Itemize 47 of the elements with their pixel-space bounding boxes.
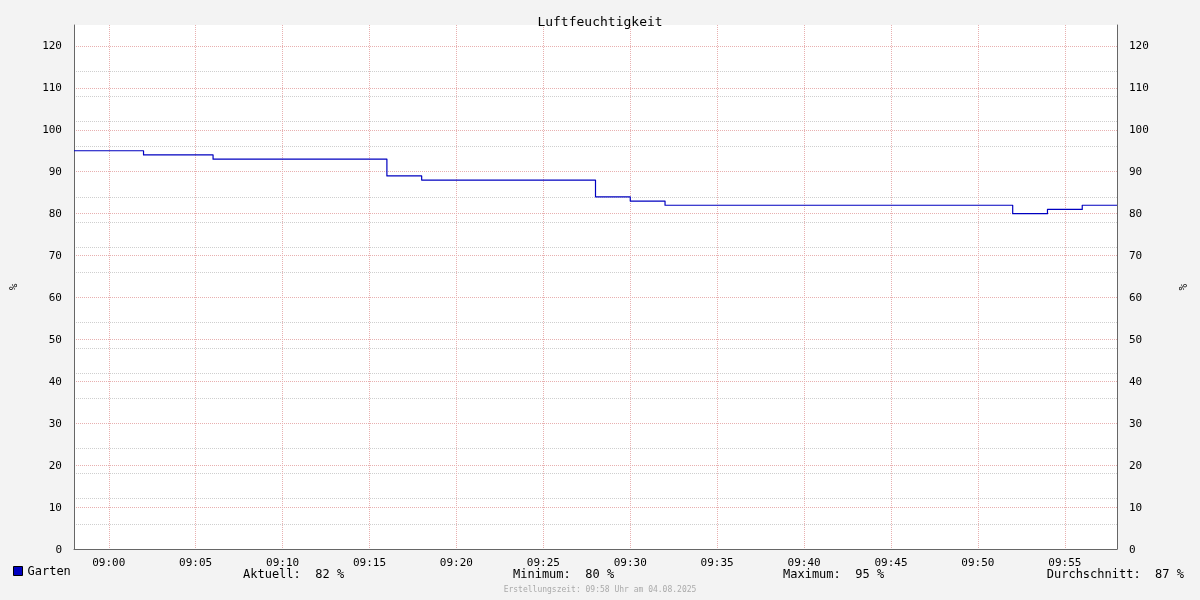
y2-tick-label: 60 [1129, 290, 1143, 304]
y-tick-label: 30 [48, 416, 62, 430]
y-tick-label: 60 [48, 290, 62, 304]
y-tick-label: 110 [42, 81, 62, 95]
y2-tick-label: 20 [1129, 458, 1143, 472]
x-tick-label: 09:25 [526, 556, 560, 569]
x-tick-label: 09:45 [874, 556, 908, 569]
y2-tick-label: 120 [1129, 39, 1149, 53]
y2-tick-label: 30 [1129, 416, 1143, 430]
y-tick-label: 120 [42, 39, 62, 53]
y2-tick-label: 50 [1129, 332, 1143, 346]
x-tick-label: 09:55 [1048, 556, 1082, 569]
text: Minimum: 80 % [513, 567, 615, 581]
y-tick-label: 50 [48, 332, 62, 346]
y2-tick-label: 10 [1129, 500, 1143, 514]
y-tick-label: 40 [48, 374, 62, 388]
y2-tick-label: 0 [1129, 542, 1136, 556]
y-tick-label: 70 [48, 249, 62, 263]
x-tick-label: 09:10 [266, 556, 300, 569]
y-tick-label: 0 [55, 542, 62, 556]
x-tick-label: 09:50 [961, 556, 995, 569]
x-tick-label: 09:20 [439, 556, 473, 569]
y-tick-label: 80 [48, 207, 62, 221]
text: Durchschnitt: 87 % [1046, 567, 1185, 581]
y-tick-label: 100 [42, 123, 62, 137]
y2-tick-label: 40 [1129, 374, 1143, 388]
y2-tick-label: 70 [1129, 249, 1143, 263]
x-tick-label: 09:30 [613, 556, 647, 569]
legend-label: Garten [27, 564, 71, 578]
text: Maximum: 95 % [783, 567, 885, 581]
text: Erstellungszeit: 09:58 Uhr am 04.08.2025 [503, 584, 697, 594]
x-tick-label: 09:15 [352, 556, 387, 569]
y2-tick-label: 90 [1129, 165, 1143, 179]
y2-tick-label: 110 [1129, 81, 1149, 95]
chart-title: Luftfeuchtigkeit [537, 14, 663, 29]
y-tick-label: 10 [48, 500, 62, 514]
y2-axis-title: % [1176, 283, 1189, 291]
y2-tick-label: 100 [1129, 123, 1149, 137]
x-tick-label: 09:40 [787, 556, 821, 569]
y-tick-label: 90 [48, 165, 62, 179]
y2-tick-label: 80 [1129, 207, 1143, 221]
y-tick-label: 20 [48, 458, 62, 472]
x-tick-label: 09:05 [179, 556, 213, 569]
y-axis-title: % [7, 283, 20, 291]
text: Aktuell: 82 % [243, 567, 345, 581]
x-tick-label: 09:00 [92, 556, 126, 569]
x-tick-label: 09:35 [700, 556, 734, 569]
